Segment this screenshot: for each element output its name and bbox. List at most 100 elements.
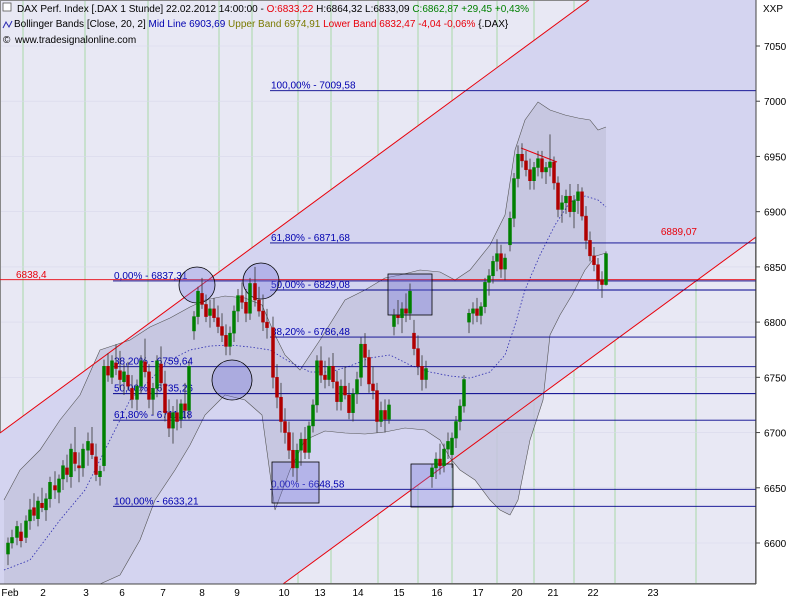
fib-level-label: 100,00% - 7009,58 bbox=[271, 81, 356, 92]
x-tick-label: Feb bbox=[1, 588, 19, 599]
candle bbox=[343, 366, 347, 400]
candle-body bbox=[371, 383, 375, 391]
candle-body bbox=[532, 167, 536, 181]
candle bbox=[232, 305, 236, 342]
candle bbox=[179, 399, 183, 429]
candle-body bbox=[287, 432, 291, 451]
candle-body bbox=[224, 335, 228, 347]
channel-upper-line bbox=[0, 0, 590, 434]
candle bbox=[351, 388, 355, 422]
candle bbox=[311, 399, 315, 433]
candle-body bbox=[28, 509, 32, 522]
fib-level-label: 100,00% - 6633,21 bbox=[114, 496, 199, 507]
header-high-low: H:6864,32 L:6833,09 bbox=[313, 4, 412, 15]
candle bbox=[265, 308, 269, 339]
candle-body bbox=[271, 327, 275, 378]
candle-body bbox=[65, 467, 69, 475]
header-title: DAX Perf. Index [.DAX 1 Stunde] 22.02.20… bbox=[17, 4, 267, 15]
candle-body bbox=[408, 290, 412, 314]
candle bbox=[335, 370, 339, 411]
x-tick-label: 7 bbox=[160, 588, 166, 599]
candle bbox=[363, 333, 367, 367]
candle-body bbox=[216, 317, 220, 327]
candle bbox=[483, 277, 487, 314]
candle bbox=[15, 520, 19, 546]
candle bbox=[248, 277, 252, 320]
candle bbox=[48, 476, 52, 508]
candle bbox=[404, 293, 408, 323]
candle bbox=[462, 375, 466, 413]
candle bbox=[40, 487, 44, 513]
candle-body bbox=[19, 531, 23, 542]
candle-body bbox=[196, 290, 200, 317]
candle-body bbox=[528, 169, 532, 181]
bollinger-band-area bbox=[4, 102, 606, 584]
candle bbox=[512, 173, 516, 228]
candle bbox=[420, 355, 424, 391]
candle bbox=[102, 359, 106, 472]
candle-body bbox=[291, 449, 295, 469]
chart-header: DAX Perf. Index [.DAX 1 Stunde] 22.02.20… bbox=[2, 2, 529, 46]
candle-body bbox=[319, 360, 323, 376]
candle bbox=[106, 353, 110, 382]
candle-body bbox=[61, 465, 65, 480]
candle bbox=[28, 498, 32, 530]
candle-body bbox=[379, 410, 383, 422]
candle-body bbox=[479, 306, 483, 316]
candle-body bbox=[90, 443, 94, 455]
candle bbox=[450, 432, 454, 468]
candle bbox=[323, 360, 327, 389]
bands-mid: Mid Line 6903,69 bbox=[149, 19, 226, 30]
candle bbox=[319, 346, 323, 383]
candle bbox=[171, 406, 175, 444]
candle bbox=[424, 360, 428, 389]
candle bbox=[196, 286, 200, 325]
candle-body bbox=[363, 343, 367, 358]
candle-body bbox=[94, 456, 98, 475]
fib-level-label: 38,20% - 6759,64 bbox=[114, 357, 193, 368]
candle-body bbox=[171, 412, 175, 429]
candle-body bbox=[536, 158, 540, 168]
candle bbox=[279, 382, 283, 433]
candle-body bbox=[323, 374, 327, 380]
candle bbox=[487, 269, 491, 296]
candle-body bbox=[315, 360, 319, 406]
candle bbox=[564, 189, 568, 214]
candle-body bbox=[516, 153, 520, 179]
x-tick-label: 10 bbox=[278, 588, 290, 599]
candle bbox=[220, 313, 224, 342]
candle-body bbox=[487, 275, 491, 283]
candle-body bbox=[10, 537, 14, 544]
candle-body bbox=[499, 253, 503, 270]
candle-body bbox=[495, 253, 499, 262]
candle bbox=[446, 432, 450, 460]
candle bbox=[355, 371, 359, 404]
candle-body bbox=[540, 158, 544, 173]
candle-body bbox=[392, 315, 396, 327]
candle bbox=[560, 195, 564, 223]
x-tick-label: 20 bbox=[511, 588, 523, 599]
candle bbox=[479, 302, 483, 325]
candle bbox=[442, 443, 446, 473]
candle-body bbox=[139, 360, 143, 387]
header-open: O:6833,22 bbox=[267, 4, 314, 15]
candle bbox=[19, 523, 23, 548]
candle bbox=[143, 338, 147, 378]
x-tick-label: 17 bbox=[472, 588, 484, 599]
candle-body bbox=[339, 385, 343, 402]
annotation-shapes bbox=[178, 147, 558, 508]
candle bbox=[299, 432, 303, 466]
candle-body bbox=[77, 465, 81, 469]
candle bbox=[367, 349, 371, 393]
candle-body bbox=[151, 388, 155, 400]
candle bbox=[244, 288, 248, 323]
candle-body bbox=[367, 357, 371, 385]
candle bbox=[532, 161, 536, 190]
candle-body bbox=[450, 437, 454, 455]
candle-body bbox=[396, 315, 400, 318]
candle-body bbox=[118, 370, 122, 380]
candle-body bbox=[327, 366, 331, 380]
candle-body bbox=[236, 295, 240, 312]
candle-body bbox=[240, 295, 244, 303]
